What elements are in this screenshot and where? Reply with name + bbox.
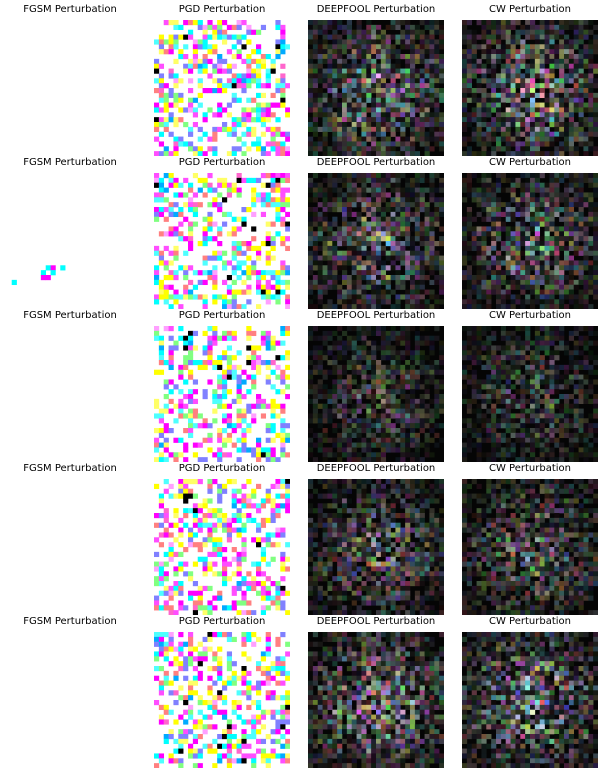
fgsm-title-row-3: FGSM Perturbation	[23, 310, 117, 321]
fgsm-panel-row-4: FGSM Perturbation	[2, 463, 138, 615]
deepfool-perturbation-image-row-1	[308, 20, 444, 156]
pgd-panel-row-1: PGD Perturbation	[154, 4, 290, 156]
pgd-title-row-1: PGD Perturbation	[178, 4, 266, 15]
fgsm-panel-row-3: FGSM Perturbation	[2, 310, 138, 462]
fgsm-title-row-1: FGSM Perturbation	[23, 4, 117, 15]
pgd-panel-row-5: PGD Perturbation	[154, 616, 290, 768]
cw-noise-pattern-row-1	[462, 20, 598, 156]
pgd-title-row-2: PGD Perturbation	[178, 157, 266, 168]
cw-perturbation-image-row-5	[462, 632, 598, 768]
pgd-noise-pattern-row-4	[154, 479, 290, 615]
cw-panel-row-2: CW Perturbation	[462, 157, 598, 309]
cw-perturbation-image-row-4	[462, 479, 598, 615]
cw-panel-row-1: CW Perturbation	[462, 4, 598, 156]
pgd-title-row-5: PGD Perturbation	[178, 616, 266, 627]
cw-perturbation-image-row-1	[462, 20, 598, 156]
cw-panel-row-5: CW Perturbation	[462, 616, 598, 768]
deepfool-noise-pattern-row-4	[308, 479, 444, 615]
fgsm-perturbation-image-row-5	[2, 632, 138, 768]
cw-noise-pattern-row-3	[462, 326, 598, 462]
deepfool-noise-pattern-row-5	[308, 632, 444, 768]
deepfool-panel-row-1: DEEPFOOL Perturbation	[308, 4, 444, 156]
deepfool-title-row-3: DEEPFOOL Perturbation	[316, 310, 436, 321]
deepfool-perturbation-image-row-3	[308, 326, 444, 462]
fgsm-perturbation-image-row-3	[2, 326, 138, 462]
fgsm-title-row-2: FGSM Perturbation	[23, 157, 117, 168]
deepfool-noise-pattern-row-3	[308, 326, 444, 462]
cw-perturbation-image-row-3	[462, 326, 598, 462]
pgd-perturbation-image-row-3	[154, 326, 290, 462]
cw-panel-row-4: CW Perturbation	[462, 463, 598, 615]
cw-perturbation-image-row-2	[462, 173, 598, 309]
fgsm-noise-pattern-row-1	[2, 20, 138, 156]
fgsm-panel-row-5: FGSM Perturbation	[2, 616, 138, 768]
cw-title-row-4: CW Perturbation	[489, 463, 571, 474]
fgsm-panel-row-1: FGSM Perturbation	[2, 4, 138, 156]
fgsm-noise-pattern-row-2	[11, 265, 66, 286]
fgsm-perturbation-image-row-4	[2, 479, 138, 615]
pgd-noise-pattern-row-1	[154, 20, 290, 156]
cw-title-row-2: CW Perturbation	[489, 157, 571, 168]
pgd-noise-pattern-row-2	[154, 173, 290, 309]
fgsm-perturbation-image-row-1	[2, 20, 138, 156]
deepfool-perturbation-image-row-4	[308, 479, 444, 615]
pgd-panel-row-2: PGD Perturbation	[154, 157, 290, 309]
fgsm-noise-pattern-row-4	[2, 479, 138, 615]
pgd-noise-pattern-row-3	[154, 326, 290, 462]
pgd-noise-pattern-row-5	[154, 632, 290, 768]
pgd-perturbation-image-row-4	[154, 479, 290, 615]
deepfool-title-row-1: DEEPFOOL Perturbation	[316, 4, 436, 15]
deepfool-panel-row-4: DEEPFOOL Perturbation	[308, 463, 444, 615]
cw-title-row-5: CW Perturbation	[489, 616, 571, 627]
pgd-title-row-4: PGD Perturbation	[178, 463, 266, 474]
cw-noise-pattern-row-5	[462, 632, 598, 768]
cw-title-row-3: CW Perturbation	[489, 310, 571, 321]
pgd-panel-row-3: PGD Perturbation	[154, 310, 290, 462]
deepfool-perturbation-image-row-5	[308, 632, 444, 768]
deepfool-title-row-5: DEEPFOOL Perturbation	[316, 616, 436, 627]
fgsm-panel-row-2: FGSM Perturbation	[2, 157, 138, 309]
fgsm-title-row-4: FGSM Perturbation	[23, 463, 117, 474]
fgsm-perturbation-image-row-2	[2, 173, 138, 309]
fgsm-noise-pattern-row-3	[2, 326, 138, 462]
fgsm-noise-pattern-row-5	[2, 632, 138, 768]
deepfool-panel-row-5: DEEPFOOL Perturbation	[308, 616, 444, 768]
cw-title-row-1: CW Perturbation	[489, 4, 571, 15]
pgd-perturbation-image-row-5	[154, 632, 290, 768]
deepfool-panel-row-2: DEEPFOOL Perturbation	[308, 157, 444, 309]
deepfool-title-row-2: DEEPFOOL Perturbation	[316, 157, 436, 168]
deepfool-noise-pattern-row-1	[308, 20, 444, 156]
pgd-perturbation-image-row-1	[154, 20, 290, 156]
cw-noise-pattern-row-4	[462, 479, 598, 615]
cw-noise-pattern-row-2	[462, 173, 598, 309]
deepfool-noise-pattern-row-2	[308, 173, 444, 309]
deepfool-panel-row-3: DEEPFOOL Perturbation	[308, 310, 444, 462]
deepfool-perturbation-image-row-2	[308, 173, 444, 309]
pgd-title-row-3: PGD Perturbation	[178, 310, 266, 321]
pgd-perturbation-image-row-2	[154, 173, 290, 309]
deepfool-title-row-4: DEEPFOOL Perturbation	[316, 463, 436, 474]
fgsm-title-row-5: FGSM Perturbation	[23, 616, 117, 627]
pgd-panel-row-4: PGD Perturbation	[154, 463, 290, 615]
cw-panel-row-3: CW Perturbation	[462, 310, 598, 462]
